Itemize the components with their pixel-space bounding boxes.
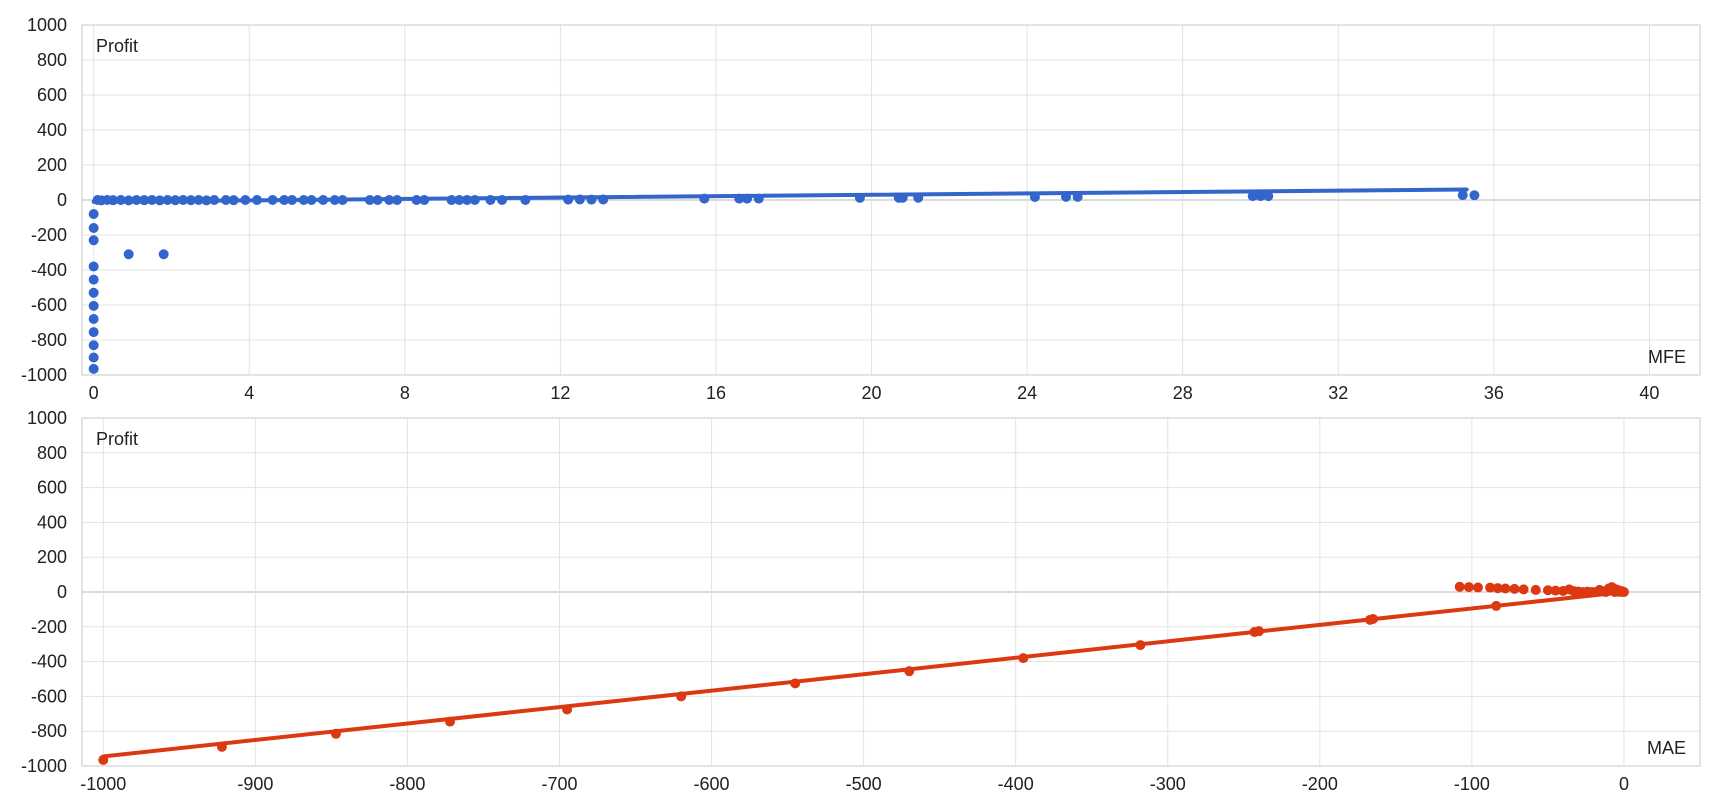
mfe-data-point <box>88 340 99 351</box>
mae-x-axis-title: MAE <box>1647 738 1686 758</box>
mae-x-tick-label: -200 <box>1302 774 1338 794</box>
mfe-data-point <box>88 274 99 285</box>
mfe-y-tick-label: -800 <box>31 330 67 350</box>
mae-profit-scatter-chart: 10008006004002000-200-400-600-800-1000-1… <box>21 408 1701 794</box>
mae-x-tick-label: -1000 <box>80 774 126 794</box>
mfe-x-tick-label: 32 <box>1328 383 1348 403</box>
mfe-y-tick-label: -400 <box>31 260 67 280</box>
mfe-trend-line <box>91 187 1469 204</box>
mfe-data-point <box>1457 190 1468 201</box>
mfe-data-point <box>88 352 99 363</box>
mae-data-point <box>1518 584 1529 595</box>
mfe-y-tick-label: 400 <box>37 120 67 140</box>
mfe-data-point <box>1469 190 1480 201</box>
mae-plot-frame <box>81 417 1701 767</box>
mfe-x-tick-label: 16 <box>706 383 726 403</box>
mae-data-point <box>1550 585 1561 596</box>
mae-y-tick-label: -600 <box>31 686 67 706</box>
mae-y-tick-label: -1000 <box>21 756 67 776</box>
mae-x-tick-label: -800 <box>389 774 425 794</box>
mae-data-point <box>1530 584 1541 595</box>
mae-x-tick-label: -900 <box>237 774 273 794</box>
mfe-x-tick-label: 40 <box>1639 383 1659 403</box>
mae-data-point <box>1492 583 1503 594</box>
mae-trend-line <box>101 590 1626 759</box>
mae-x-tick-label: -100 <box>1454 774 1490 794</box>
mfe-y-tick-label: -1000 <box>21 365 67 385</box>
mfe-y-tick-label: 1000 <box>27 15 67 35</box>
mfe-x-tick-label: 4 <box>244 383 254 403</box>
mfe-x-tick-label: 8 <box>400 383 410 403</box>
mfe-data-point <box>1263 191 1274 202</box>
mae-data-point <box>1542 585 1553 596</box>
mae-x-tick-label: 0 <box>1619 774 1629 794</box>
mfe-data-point <box>1255 191 1266 202</box>
mae-y-tick-label: -800 <box>31 721 67 741</box>
mfe-y-tick-label: 600 <box>37 85 67 105</box>
mae-x-tick-label: -500 <box>846 774 882 794</box>
mfe-data-point <box>88 363 99 374</box>
mfe-data-point <box>88 209 99 219</box>
mae-y-tick-label: 1000 <box>27 408 67 428</box>
mfe-y-tick-label: 200 <box>37 155 67 175</box>
mfe-y-tick-label: 0 <box>57 190 67 210</box>
mfe-data-point <box>88 261 99 272</box>
mae-data-point <box>1472 582 1483 593</box>
mfe-data-point <box>88 287 99 298</box>
mfe-x-tick-label: 28 <box>1173 383 1193 403</box>
mae-y-tick-label: -200 <box>31 617 67 637</box>
mfe-profit-scatter-chart: 1000 800 600 400 200 0 -200 -400 -600 -800 -1000 0 4… <box>21 15 1701 403</box>
mfe-data-point <box>88 235 99 246</box>
mae-x-tick-label: -300 <box>1150 774 1186 794</box>
mae-x-tick-label: -600 <box>694 774 730 794</box>
mfe-plot-frame <box>81 24 1701 376</box>
mfe-data-point <box>1247 191 1258 202</box>
mae-data-point <box>1463 582 1474 593</box>
mfe-data-point <box>123 249 134 260</box>
mae-y-tick-label: 400 <box>37 512 67 532</box>
mfe-data-point <box>88 300 99 311</box>
mfe-data-point <box>158 249 169 260</box>
mae-data-point <box>1485 582 1496 593</box>
mfe-x-tick-label: 20 <box>862 383 882 403</box>
mae-data-point <box>1454 581 1465 592</box>
mfe-y-axis-title: Profit <box>96 36 138 56</box>
mae-y-tick-label: 200 <box>37 547 67 567</box>
mfe-y-tick-label: -600 <box>31 295 67 315</box>
mfe-y-tick-label: 800 <box>37 50 67 70</box>
mae-y-tick-label: 800 <box>37 443 67 463</box>
mfe-data-point <box>88 223 99 233</box>
mae-x-tick-label: -400 <box>998 774 1034 794</box>
mfe-data-point <box>88 327 99 338</box>
mfe-x-tick-label: 36 <box>1484 383 1504 403</box>
mfe-x-axis-title: MFE <box>1648 347 1686 367</box>
mae-x-tick-label: -700 <box>541 774 577 794</box>
mae-y-tick-label: 600 <box>37 478 67 498</box>
mfe-x-tick-label: 0 <box>89 383 99 403</box>
mae-data-point <box>1500 583 1511 594</box>
mfe-data-point <box>88 314 99 324</box>
mae-y-tick-label: -400 <box>31 652 67 672</box>
mae-y-axis-title: Profit <box>96 429 138 449</box>
mae-y-tick-label: 0 <box>57 582 67 602</box>
mfe-x-tick-label: 24 <box>1017 383 1037 403</box>
mfe-x-tick-label: 12 <box>550 383 570 403</box>
mae-data-point <box>1509 583 1520 594</box>
mfe-y-tick-label: -200 <box>31 225 67 245</box>
